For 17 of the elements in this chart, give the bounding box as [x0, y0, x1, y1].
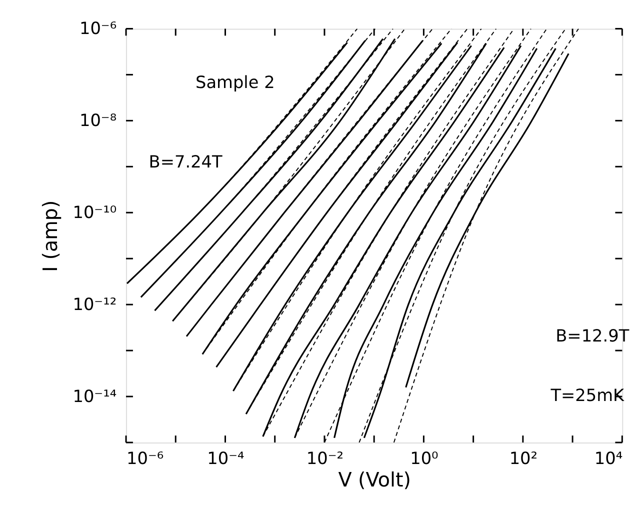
x-axis-title: V (Volt)	[338, 468, 411, 492]
x-tick-label: 10⁻²	[306, 448, 344, 468]
annotation: T=25mK	[550, 384, 626, 405]
y-tick-label: 10⁻¹²	[72, 294, 117, 314]
annotation: B=7.24T	[148, 152, 224, 172]
y-tick-label: 10⁻¹⁴	[72, 386, 117, 406]
annotation: Sample 2	[196, 72, 275, 92]
x-tick-label: 10⁴	[594, 448, 623, 468]
y-tick-label: 10⁻⁶	[79, 18, 117, 38]
y-tick-label: 10⁻¹⁰	[72, 202, 117, 222]
x-tick-label: 10²	[509, 448, 538, 468]
x-tick-label: 10⁻⁶	[126, 448, 164, 468]
x-tick-label: 10⁰	[410, 448, 439, 468]
x-tick-label: 10⁻⁴	[207, 448, 245, 468]
y-axis-title: I (amp)	[38, 200, 62, 272]
y-tick-label: 10⁻⁸	[79, 110, 117, 130]
annotation: B=12.9T	[556, 325, 630, 346]
